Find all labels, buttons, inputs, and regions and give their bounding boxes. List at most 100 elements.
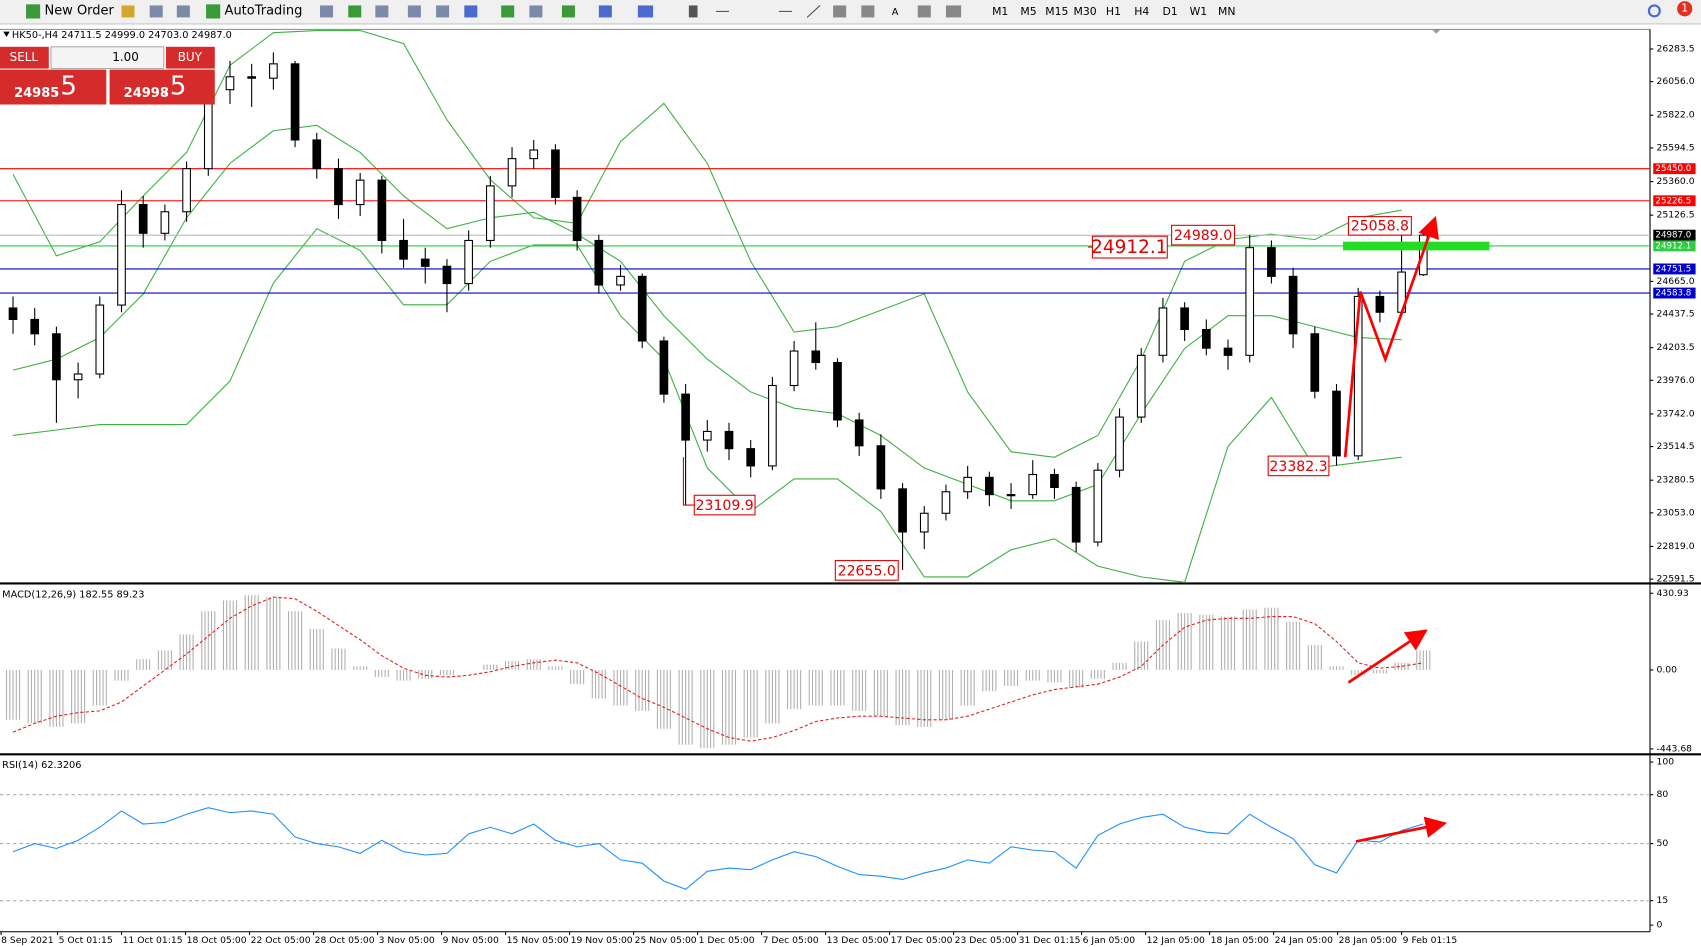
- candle-body: [355, 179, 365, 206]
- candle-body: [182, 168, 191, 213]
- candle-body: [702, 430, 712, 441]
- icon[interactable]: [833, 5, 847, 18]
- icon[interactable]: [375, 5, 389, 18]
- candle-body: [1071, 486, 1081, 543]
- candle-body: [117, 204, 126, 306]
- candle-body: [1223, 347, 1233, 356]
- new-order-button[interactable]: New Order: [44, 3, 114, 18]
- icon[interactable]: [778, 10, 792, 12]
- notification-badge[interactable]: [1677, 1, 1693, 17]
- candle-body: [681, 393, 690, 441]
- icon[interactable]: [348, 5, 362, 18]
- rsi-line: [12, 807, 1424, 890]
- timeframe-button[interactable]: H1: [1106, 5, 1121, 18]
- icon[interactable]: [407, 5, 421, 18]
- new-order-icon[interactable]: [26, 4, 41, 19]
- candle-body: [269, 63, 278, 79]
- lot-value[interactable]: 1.00: [112, 50, 139, 64]
- timeframe-button[interactable]: H4: [1134, 5, 1149, 18]
- price-level-tag: [1653, 240, 1696, 252]
- candle-body: [312, 139, 322, 170]
- timeframe-button[interactable]: MN: [1218, 5, 1235, 18]
- icon[interactable]: [917, 5, 931, 18]
- timeframe-button[interactable]: M5: [1020, 5, 1036, 18]
- icon[interactable]: [561, 5, 575, 18]
- icon[interactable]: [121, 5, 135, 18]
- sell-label[interactable]: SELL: [10, 50, 39, 64]
- bid-fraction: .5: [52, 72, 77, 102]
- y-tick-label: 26283.5: [1657, 43, 1695, 54]
- x-tick-label: 3 Nov 05:00: [379, 935, 435, 946]
- autotrading-button[interactable]: AutoTrading: [225, 3, 303, 18]
- x-tick-label: 22 Oct 05:00: [251, 935, 311, 946]
- x-tick-label: 25 Nov 05:00: [635, 935, 697, 946]
- price-level-tag: [1653, 229, 1696, 241]
- buy-button[interactable]: [165, 46, 215, 69]
- candle-body: [334, 168, 343, 206]
- candle-body: [833, 361, 842, 421]
- price-level-label: 24912.1: [1655, 241, 1691, 251]
- y-tick-label: 23053.0: [1657, 507, 1695, 518]
- candle-body: [1245, 247, 1255, 356]
- x-tick-label: 28 Oct 05:00: [315, 935, 375, 946]
- annotation-box: [834, 560, 899, 581]
- icon[interactable]: [529, 5, 543, 18]
- autotrading-icon[interactable]: [206, 4, 221, 19]
- ask-fraction: .5: [162, 72, 187, 102]
- candle-body: [377, 179, 387, 242]
- x-tick-label: 24 Jan 05:00: [1275, 935, 1333, 946]
- sell-button[interactable]: [0, 46, 49, 69]
- y-tick-label: 22591.5: [1657, 574, 1695, 585]
- y-tick-label: 23976.0: [1657, 375, 1695, 386]
- timeframe-button[interactable]: M15: [1045, 5, 1068, 18]
- timeframe-button[interactable]: M30: [1074, 5, 1097, 18]
- macd-signal: [12, 596, 1424, 742]
- cursor-icon[interactable]: [688, 5, 698, 18]
- timeframe-button[interactable]: M1: [992, 5, 1008, 18]
- icon[interactable]: [501, 5, 515, 18]
- text-tool-icon[interactable]: A: [892, 7, 899, 18]
- search-icon[interactable]: [1647, 4, 1661, 18]
- candle-body: [919, 512, 929, 533]
- icon[interactable]: [149, 5, 163, 18]
- y-tick-label: 15: [1657, 895, 1669, 906]
- one-click-panel: SELL 1.00 BUY 24985 .5 24998 .5: [0, 46, 215, 105]
- candle-body: [1180, 307, 1189, 331]
- icon[interactable]: [176, 5, 190, 18]
- bid-price: 24985: [14, 86, 59, 101]
- candle-body: [1093, 469, 1103, 543]
- icon[interactable]: [806, 5, 821, 18]
- buy-label[interactable]: BUY: [178, 50, 203, 64]
- candle-body: [247, 76, 257, 79]
- candle-body: [746, 448, 756, 467]
- timeframe-button[interactable]: W1: [1190, 5, 1208, 18]
- icon[interactable]: [320, 5, 334, 18]
- icon[interactable]: [861, 5, 875, 18]
- toolbar-icons: A: [26, 4, 1661, 19]
- price-level-label: 24751.5: [1655, 264, 1691, 274]
- candle-body: [30, 318, 40, 335]
- shift-marker: [1431, 29, 1441, 34]
- timeframe-button[interactable]: D1: [1162, 5, 1177, 18]
- bid-box[interactable]: [0, 69, 107, 105]
- icon[interactable]: [715, 10, 729, 12]
- annotation-box: [693, 494, 756, 516]
- macd-label: MACD(12,26,9) 182.55 89.23: [2, 589, 144, 600]
- y-tick-label: 50: [1657, 838, 1669, 849]
- ask-box[interactable]: [109, 69, 215, 105]
- candle-body: [420, 258, 430, 267]
- icon[interactable]: [464, 5, 478, 18]
- lot-input[interactable]: [50, 46, 165, 70]
- candle-body: [1136, 354, 1146, 418]
- x-tick-label: 9 Nov 05:00: [443, 935, 499, 946]
- icon[interactable]: [436, 5, 450, 18]
- icon[interactable]: [945, 5, 962, 18]
- candle-body: [290, 63, 300, 141]
- candle-body: [1288, 275, 1298, 335]
- icon[interactable]: [598, 5, 612, 18]
- icon[interactable]: [637, 5, 654, 18]
- candle-body: [1332, 390, 1341, 457]
- candle-body: [898, 488, 907, 533]
- price-level-tag: [1653, 163, 1696, 175]
